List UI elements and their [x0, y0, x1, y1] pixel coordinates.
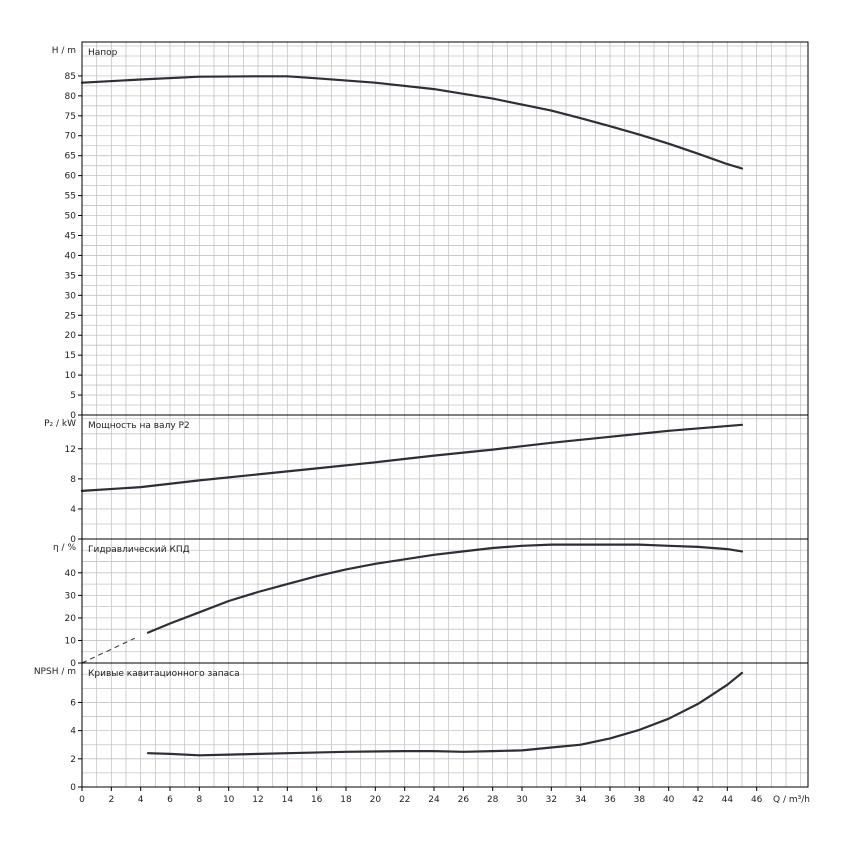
x-tick-label: 14 [282, 795, 294, 805]
x-tick-label: 44 [722, 795, 734, 805]
head-ytick-label: 60 [65, 172, 77, 182]
head-ytick-label: 70 [65, 132, 77, 142]
head-ytick-label: 20 [65, 331, 77, 341]
efficiency-ytick-label: 40 [65, 569, 77, 579]
grid-layer [82, 42, 808, 787]
head-ytick-label: 0 [70, 411, 76, 421]
x-tick-label: 6 [167, 795, 173, 805]
head-ylabel: H / m [52, 46, 76, 56]
head-ytick-label: 5 [70, 391, 76, 401]
head-ytick-label: 80 [65, 92, 77, 102]
x-tick-label: 32 [546, 795, 557, 805]
x-tick-label: 36 [604, 795, 616, 805]
x-tick-label: 22 [399, 795, 410, 805]
efficiency-curve-1 [81, 637, 136, 664]
efficiency-ytick-label: 10 [65, 636, 77, 646]
x-tick-label: 4 [138, 795, 144, 805]
npsh-ytick-label: 4 [70, 727, 76, 737]
head-ytick-label: 35 [65, 271, 76, 281]
head-title: Напор [88, 48, 118, 58]
frame-layer [78, 41, 809, 791]
power-ytick-label: 8 [70, 475, 76, 485]
x-tick-label: 2 [108, 795, 114, 805]
power-title: Мощность на валу P2 [88, 421, 190, 431]
x-tick-label: 38 [634, 795, 646, 805]
head-ytick-label: 25 [65, 311, 76, 321]
head-ytick-label: 40 [65, 251, 77, 261]
head-ytick-label: 15 [65, 351, 76, 361]
npsh-curve-0 [146, 671, 744, 757]
efficiency-curve-0 [146, 543, 744, 634]
npsh-ytick-label: 6 [70, 698, 76, 708]
x-tick-label: 8 [196, 795, 202, 805]
head-ytick-label: 65 [65, 152, 76, 162]
npsh-ylabel: NPSH / m [34, 667, 76, 677]
head-ytick-label: 75 [65, 112, 76, 122]
efficiency-ytick-label: 20 [65, 614, 77, 624]
power-ylabel: P₂ / kW [44, 419, 76, 429]
efficiency-frame [81, 538, 809, 664]
power-curve-0 [80, 423, 744, 492]
x-tick-label: 40 [663, 795, 675, 805]
x-tick-label: 34 [575, 795, 587, 805]
npsh-frame [81, 662, 809, 788]
head-ytick-label: 50 [65, 212, 77, 222]
efficiency-ytick-label: 30 [65, 591, 77, 601]
head-ytick-label: 85 [65, 72, 76, 82]
npsh-title: Кривые кавитационного запаса [88, 669, 240, 679]
x-tick-label: 28 [487, 795, 499, 805]
power-ytick-label: 12 [65, 445, 76, 455]
x-tick-label: 24 [428, 795, 440, 805]
head-frame [81, 41, 809, 416]
npsh-ytick-label: 0 [70, 783, 76, 793]
x-tick-label: 20 [370, 795, 382, 805]
efficiency-title: Гидравлический КПД [88, 545, 190, 555]
x-tick-label: 16 [311, 795, 323, 805]
head-ytick-label: 30 [65, 291, 77, 301]
x-tick-label: 30 [516, 795, 528, 805]
x-tick-label: 46 [751, 795, 763, 805]
head-ytick-label: 55 [65, 192, 76, 202]
efficiency-ytick-label: 0 [70, 659, 76, 669]
x-tick-label: 10 [223, 795, 235, 805]
x-tick-label: 26 [458, 795, 470, 805]
x-tick-label: 42 [692, 795, 703, 805]
npsh-ytick-label: 2 [70, 755, 76, 765]
power-ytick-label: 0 [70, 535, 76, 545]
x-tick-label: 12 [252, 795, 263, 805]
curve-layer [80, 75, 744, 757]
efficiency-ylabel: η / % [53, 543, 76, 553]
head-ytick-label: 45 [65, 231, 76, 241]
head-curve-0 [80, 75, 744, 170]
head-ytick-label: 10 [65, 371, 77, 381]
x-axis-label: Q / m³/h [773, 795, 810, 805]
x-tick-label: 0 [79, 795, 85, 805]
power-ytick-label: 4 [70, 505, 76, 515]
x-tick-label: 18 [340, 795, 352, 805]
